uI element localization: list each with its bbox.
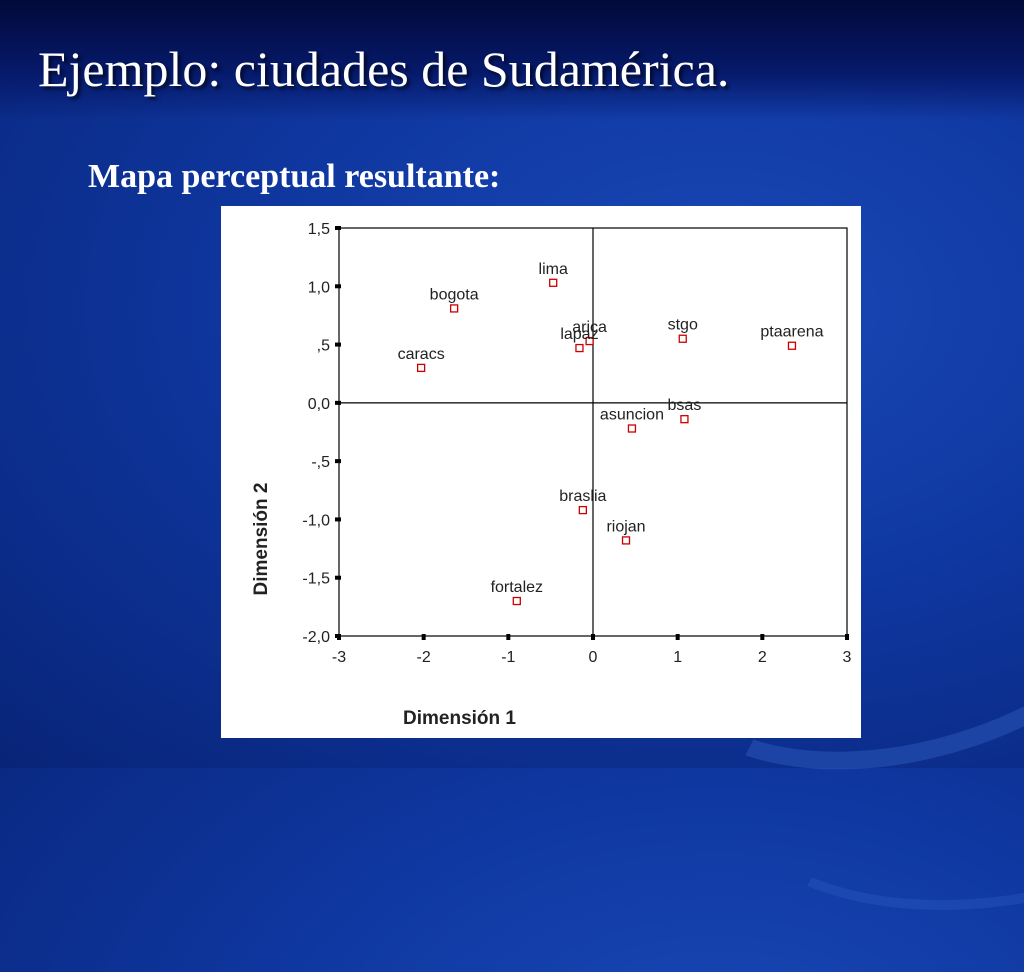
point-label-lapaz: lapaz	[560, 326, 598, 343]
point-label-bogota: bogota	[430, 286, 479, 303]
y-tick-label: -1,0	[302, 512, 330, 529]
point-marker-fortalez	[512, 596, 521, 606]
point-label-bsas: bsas	[668, 397, 702, 414]
y-tick-mark	[335, 634, 341, 638]
y-tick-label: -,5	[311, 454, 330, 471]
y-tick-label: 1,0	[308, 279, 330, 296]
x-axis-title: Dimensión 1	[403, 708, 516, 729]
y-tick-label: -2,0	[302, 629, 330, 646]
point-marker-caracs	[416, 363, 426, 373]
x-tick-label: 1	[673, 649, 682, 666]
x-tick-label: 2	[758, 649, 767, 666]
x-tick-label: 0	[589, 649, 598, 666]
point-label-fortalez: fortalez	[491, 579, 543, 596]
point-label-ptaarena: ptaarena	[760, 324, 823, 341]
y-tick-mark	[335, 284, 341, 289]
x-tick-label: -3	[332, 649, 346, 666]
point-marker-lapaz	[575, 343, 584, 353]
x-tick-label: -2	[417, 649, 431, 666]
y-tick-mark	[335, 459, 341, 464]
y-axis-ticks: 1,5 1,0 ,5 0,0 -,5 -1,0 -1,5 -2,0	[302, 221, 341, 646]
point-marker-lima	[549, 278, 558, 287]
point-marker-ptaarena	[787, 341, 797, 350]
point-label-stgo: stgo	[668, 317, 698, 334]
point-marker-bogota	[449, 304, 459, 313]
slide-title: Ejemplo: ciudades de Sudamérica.	[38, 41, 730, 97]
point-label-asuncion: asuncion	[600, 407, 664, 424]
y-tick-mark	[335, 342, 341, 347]
slide-subtitle: Mapa perceptual resultante:	[88, 158, 501, 195]
x-tick-mark	[675, 634, 680, 640]
point-marker-braslia	[578, 505, 587, 515]
point-marker-bsas	[680, 415, 689, 424]
y-tick-label: -1,5	[302, 571, 330, 588]
y-tick-mark	[335, 575, 341, 580]
point-marker-asuncion	[627, 424, 637, 433]
chart-panel: -3 -2 -1 0 1 2 3 1,5 1,0 ,5 0,0 -,5 -1,0 -1,5 -2,0 li…	[221, 206, 861, 738]
point-marker-stgo	[678, 334, 687, 343]
point-marker-riojan	[621, 536, 631, 545]
x-tick-label: 3	[843, 649, 852, 666]
x-tick-label: -1	[501, 649, 515, 666]
perceptual-map-chart: -3 -2 -1 0 1 2 3 1,5 1,0 ,5 0,0 -,5 -1,0 -1,5 -2,0 li…	[251, 221, 852, 729]
x-tick-mark	[591, 634, 595, 640]
reference-lines	[339, 228, 847, 636]
y-tick-label: 0,0	[308, 396, 330, 413]
y-tick-mark	[335, 517, 341, 522]
point-label-lima: lima	[539, 261, 568, 278]
y-axis-title: Dimensión 2	[251, 483, 272, 596]
x-tick-mark	[421, 634, 426, 640]
y-tick-mark	[335, 226, 341, 230]
x-tick-mark	[760, 634, 765, 640]
point-marker-arica	[585, 336, 594, 346]
point-label-riojan: riojan	[606, 518, 645, 535]
x-axis-ticks: -3 -2 -1 0 1 2 3	[332, 634, 852, 666]
point-label-arica: arica	[572, 319, 607, 336]
point-label-caracs: caracs	[398, 346, 445, 363]
point-label-braslia: braslia	[559, 488, 606, 505]
x-tick-mark	[506, 634, 511, 640]
y-tick-label: 1,5	[308, 221, 330, 238]
title-band	[0, 0, 1024, 120]
y-tick-mark	[335, 400, 341, 405]
y-tick-label: ,5	[317, 338, 330, 355]
x-tick-mark	[845, 634, 849, 640]
